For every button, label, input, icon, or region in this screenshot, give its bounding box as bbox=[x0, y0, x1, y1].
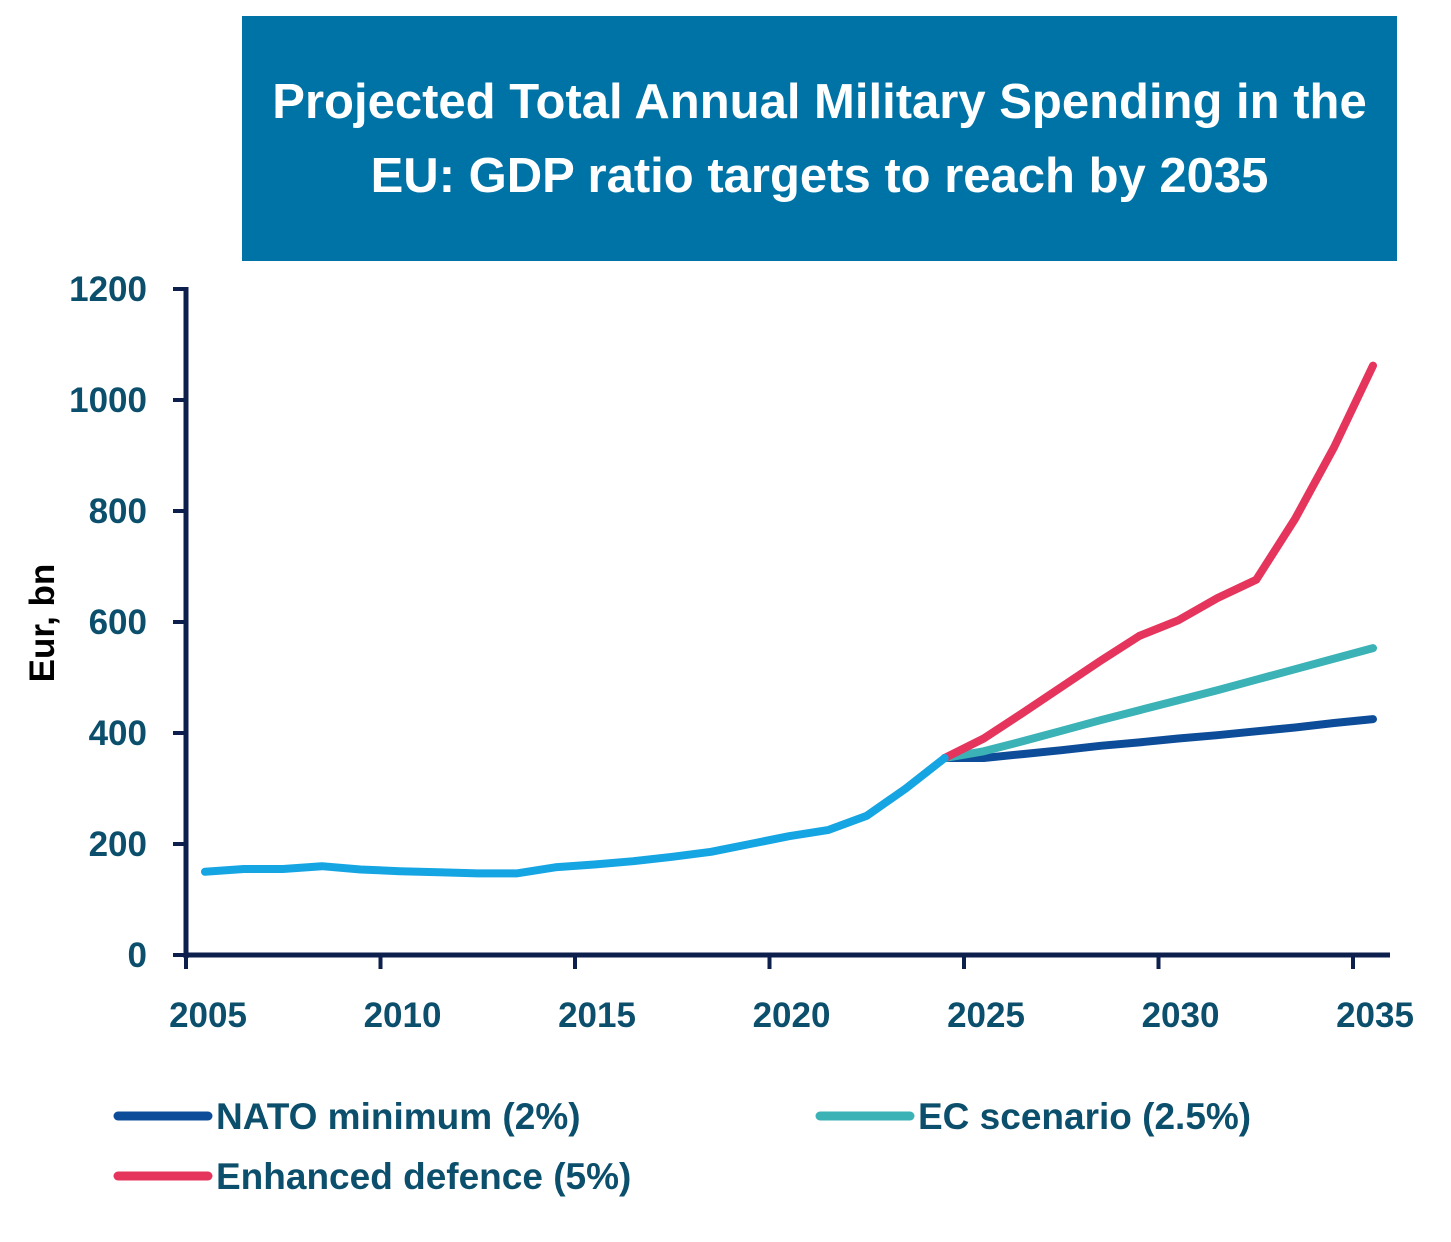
x-tick-label: 2010 bbox=[364, 996, 442, 1035]
series-line-historical bbox=[201, 754, 949, 878]
legend-label: NATO minimum (2%) bbox=[216, 1096, 581, 1137]
x-tick-label: 2015 bbox=[558, 996, 636, 1035]
y-tick-label: 800 bbox=[89, 492, 147, 531]
series-line-enhanced-defence-5 bbox=[940, 361, 1377, 762]
x-tick-label: 2020 bbox=[753, 996, 831, 1035]
x-tick-label: 2030 bbox=[1142, 996, 1220, 1035]
y-tick-label: 200 bbox=[89, 825, 147, 864]
y-tick-label: 600 bbox=[89, 603, 147, 642]
legend-label: Enhanced defence (5%) bbox=[216, 1156, 631, 1197]
y-tick-label: 400 bbox=[89, 714, 147, 753]
y-tick-label: 1000 bbox=[69, 381, 147, 420]
legend: NATO minimum (2%) EC scenario (2.5%) Enhan… bbox=[113, 1096, 1251, 1197]
y-tick-label: 1200 bbox=[69, 270, 147, 309]
legend-label: EC scenario (2.5%) bbox=[918, 1096, 1251, 1137]
x-tick-label: 2035 bbox=[1336, 996, 1414, 1035]
series-line-nato-minimum-2 bbox=[940, 715, 1377, 762]
x-tick-label: 2025 bbox=[947, 996, 1025, 1035]
x-tick-label: 2005 bbox=[169, 996, 247, 1035]
axes: 0 200 400 600 800 1000 1200 2005 2010 2015 2020 202… bbox=[69, 270, 1414, 1035]
y-axis-label: Eur, bn bbox=[23, 564, 62, 683]
chart-title: Projected Total Annual Military Spending… bbox=[242, 16, 1397, 261]
series-line-ec-scenario-2-5 bbox=[940, 644, 1377, 762]
series-layer bbox=[201, 361, 1377, 878]
y-tick-label: 0 bbox=[128, 936, 147, 975]
